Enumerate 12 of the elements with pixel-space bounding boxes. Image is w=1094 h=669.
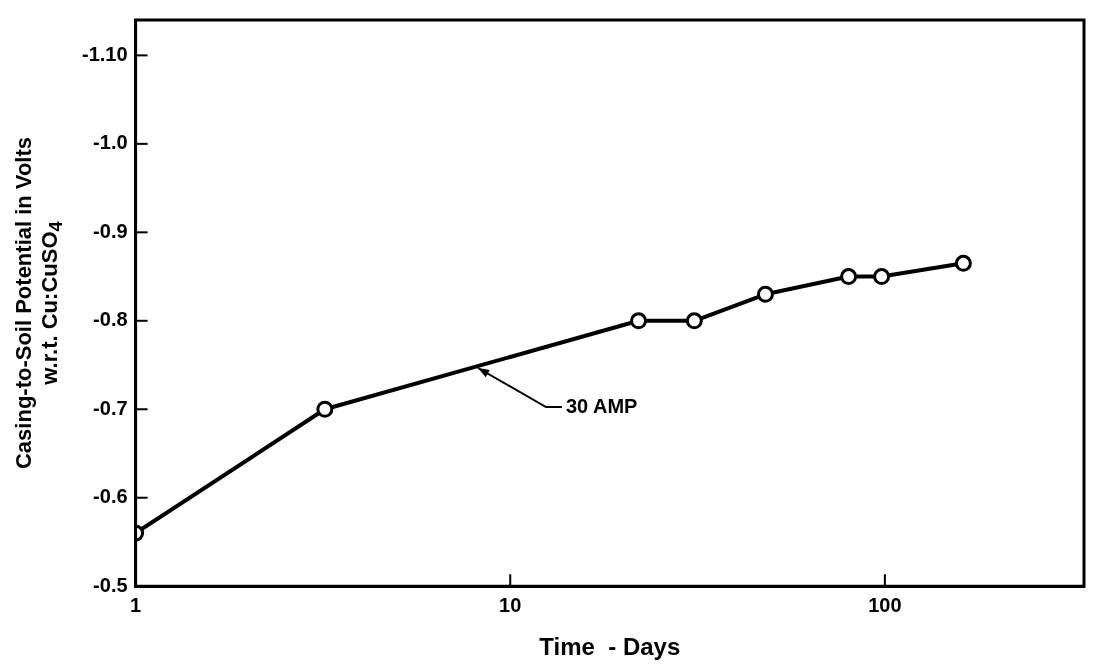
x-tick-label: 1 bbox=[130, 593, 142, 616]
annotation: 30 AMP bbox=[565, 394, 638, 417]
y-tick-label: -1.0 bbox=[93, 131, 128, 154]
x-tick-label: 10 bbox=[499, 593, 522, 616]
y-tick-label: -0.7 bbox=[93, 396, 128, 419]
y-tick-label: -0.9 bbox=[93, 219, 128, 242]
y-tick-label: -0.5 bbox=[93, 573, 128, 596]
x-tick-label: 100 bbox=[868, 593, 902, 616]
y-tick-label: -0.8 bbox=[93, 308, 128, 331]
y-tick-label: -1.10 bbox=[81, 42, 128, 65]
x-axis-title: Time - Days bbox=[539, 633, 681, 661]
y-tick-label: -0.6 bbox=[93, 485, 128, 508]
